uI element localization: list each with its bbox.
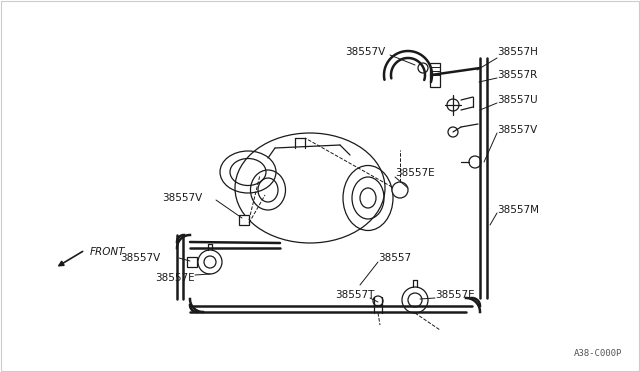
- Text: 38557R: 38557R: [497, 70, 537, 80]
- Text: 38557V: 38557V: [497, 125, 537, 135]
- Text: 38557V: 38557V: [120, 253, 160, 263]
- Circle shape: [447, 99, 459, 111]
- Text: 38557T: 38557T: [335, 290, 374, 300]
- Circle shape: [373, 296, 383, 306]
- Circle shape: [408, 293, 422, 307]
- Text: 38557V: 38557V: [345, 47, 385, 57]
- Circle shape: [448, 127, 458, 137]
- Text: 38557E: 38557E: [395, 168, 435, 178]
- Circle shape: [392, 182, 408, 198]
- Text: 38557H: 38557H: [497, 47, 538, 57]
- Text: 38557: 38557: [378, 253, 411, 263]
- Circle shape: [402, 287, 428, 313]
- Text: 38557E: 38557E: [435, 290, 475, 300]
- Bar: [430, 63, 440, 87]
- Text: 38557M: 38557M: [497, 205, 539, 215]
- Circle shape: [418, 63, 428, 73]
- Text: A38-C000P: A38-C000P: [573, 349, 622, 358]
- Text: 38557E: 38557E: [155, 273, 195, 283]
- Circle shape: [204, 256, 216, 268]
- Text: 38557U: 38557U: [497, 95, 538, 105]
- Bar: [187, 257, 197, 267]
- Text: FRONT: FRONT: [90, 247, 125, 257]
- Circle shape: [198, 250, 222, 274]
- Bar: [239, 215, 249, 225]
- Circle shape: [469, 156, 481, 168]
- Text: 38557V: 38557V: [162, 193, 202, 203]
